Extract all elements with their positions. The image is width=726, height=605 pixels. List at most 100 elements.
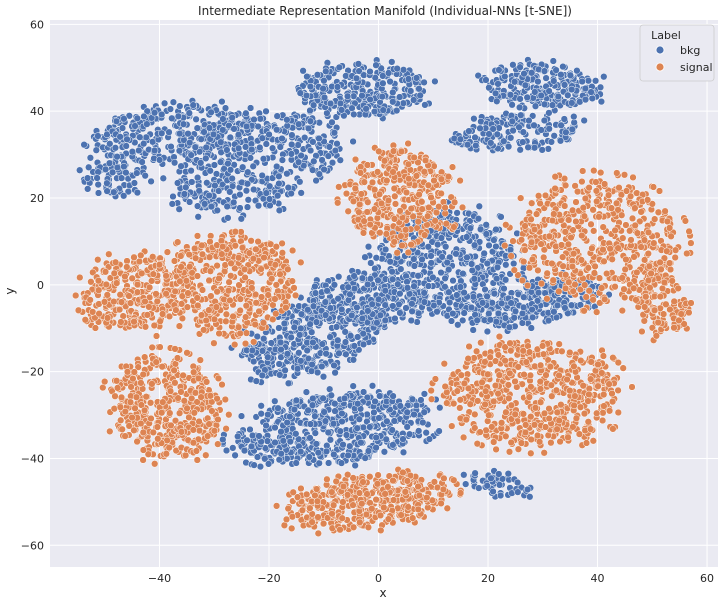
data-point-bkg <box>229 444 237 452</box>
data-point-bkg <box>338 305 346 314</box>
data-point-signal <box>421 156 430 165</box>
data-point-bkg <box>138 158 146 166</box>
data-point-bkg <box>427 252 435 260</box>
data-point-signal <box>272 243 280 251</box>
data-point-bkg <box>404 75 413 83</box>
data-point-bkg <box>389 88 397 97</box>
data-point-signal <box>510 266 518 274</box>
data-point-bkg <box>284 183 292 192</box>
data-point-signal <box>407 204 415 213</box>
data-point-bkg <box>205 191 213 200</box>
data-point-signal <box>222 310 231 318</box>
data-point-bkg <box>254 122 262 131</box>
data-point-signal <box>430 176 438 185</box>
data-point-signal <box>541 191 550 200</box>
data-point-bkg <box>368 300 376 308</box>
data-point-bkg <box>548 101 557 109</box>
data-point-bkg <box>578 77 586 86</box>
data-point-bkg <box>470 241 479 249</box>
data-point-signal <box>94 277 103 285</box>
data-point-bkg <box>337 106 346 114</box>
data-point-signal <box>578 177 586 186</box>
data-point-bkg <box>284 379 293 387</box>
data-point-bkg <box>366 423 374 431</box>
data-point-signal <box>359 229 368 237</box>
data-point-signal <box>117 298 126 306</box>
data-point-signal <box>198 250 207 258</box>
data-point-signal <box>587 220 595 228</box>
data-point-bkg <box>463 253 471 262</box>
data-point-signal <box>250 338 258 346</box>
data-point-bkg <box>262 107 270 115</box>
data-point-signal <box>569 287 577 295</box>
data-point-signal <box>145 283 154 292</box>
data-point-bkg <box>306 82 315 91</box>
data-point-bkg <box>339 441 347 449</box>
data-point-bkg <box>545 125 553 133</box>
data-point-bkg <box>436 404 444 412</box>
data-point-bkg <box>131 122 139 130</box>
data-point-signal <box>437 189 445 198</box>
data-point-bkg <box>246 104 255 112</box>
data-point-bkg <box>297 324 305 333</box>
data-point-signal <box>271 261 279 269</box>
data-point-bkg <box>340 394 349 403</box>
data-point-bkg <box>166 105 175 113</box>
data-point-signal <box>191 244 199 253</box>
data-point-bkg <box>363 410 371 419</box>
data-point-signal <box>375 190 384 198</box>
data-point-bkg <box>308 401 317 409</box>
data-point-bkg <box>234 131 243 139</box>
data-point-signal <box>177 300 186 308</box>
data-point-bkg <box>581 95 590 104</box>
data-point-bkg <box>508 117 516 125</box>
data-point-bkg <box>113 163 122 172</box>
data-point-bkg <box>264 353 272 361</box>
data-point-bkg <box>332 323 341 331</box>
data-point-bkg <box>463 141 472 149</box>
data-point-bkg <box>326 436 335 444</box>
data-point-bkg <box>313 368 322 377</box>
data-point-bkg <box>419 418 427 427</box>
data-point-bkg <box>326 99 335 108</box>
data-point-bkg <box>155 156 164 164</box>
data-point-bkg <box>521 81 530 89</box>
data-point-bkg <box>130 179 139 187</box>
data-point-signal <box>241 339 250 348</box>
data-point-bkg <box>319 394 327 402</box>
data-point-bkg <box>389 392 397 400</box>
data-point-bkg <box>389 275 397 283</box>
data-point-bkg <box>276 143 284 151</box>
data-point-signal <box>415 190 423 199</box>
data-point-signal <box>585 287 593 295</box>
data-point-bkg <box>410 410 418 419</box>
data-point-signal <box>621 293 629 302</box>
data-point-bkg <box>85 163 93 171</box>
data-point-bkg <box>491 89 500 98</box>
data-point-bkg <box>483 327 492 336</box>
data-point-bkg <box>311 429 319 437</box>
data-point-bkg <box>523 93 531 102</box>
data-point-signal <box>603 269 611 278</box>
data-point-signal <box>528 199 536 207</box>
data-point-signal <box>418 198 426 206</box>
data-point-bkg <box>243 203 252 211</box>
data-point-bkg <box>494 309 503 318</box>
data-point-signal <box>579 167 587 175</box>
data-point-bkg <box>105 159 114 167</box>
data-point-bkg <box>170 159 179 167</box>
data-point-signal <box>212 303 221 311</box>
data-point-bkg <box>338 417 346 426</box>
data-point-bkg <box>274 192 282 200</box>
data-point-bkg <box>195 148 204 156</box>
data-point-signal <box>242 302 250 310</box>
data-point-bkg <box>559 62 567 71</box>
data-point-bkg <box>389 441 397 449</box>
data-point-signal <box>276 270 284 278</box>
data-point-signal <box>509 237 517 245</box>
data-point-bkg <box>418 255 426 264</box>
data-point-bkg <box>253 453 262 461</box>
data-point-bkg <box>133 114 141 122</box>
data-point-bkg <box>230 125 238 133</box>
data-point-bkg <box>331 407 339 415</box>
